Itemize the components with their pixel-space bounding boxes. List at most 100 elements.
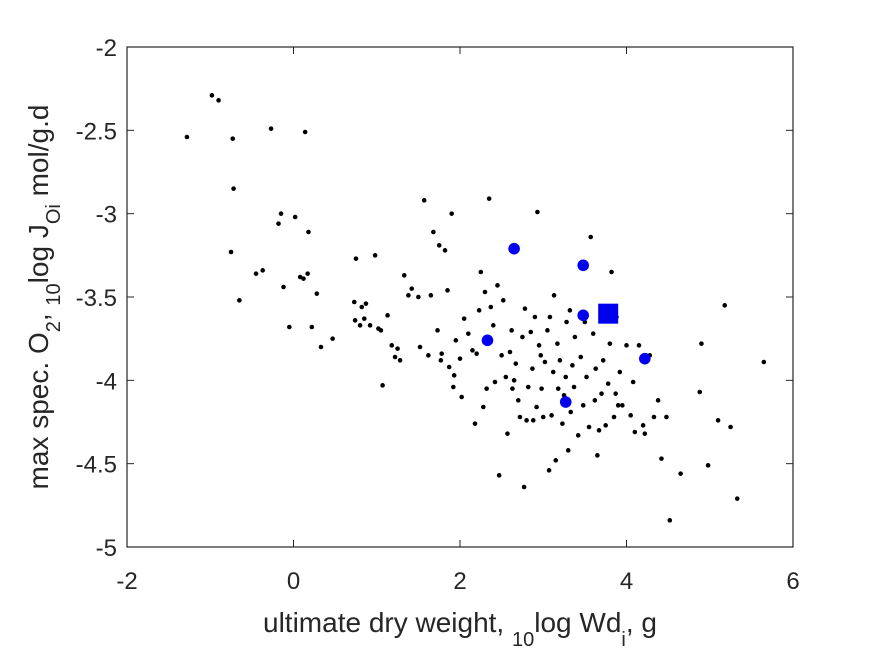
data-point	[528, 329, 534, 335]
data-point	[761, 359, 767, 365]
x-tick-label: 2	[453, 568, 466, 595]
data-point	[586, 424, 592, 430]
data-point	[505, 431, 510, 436]
y-tick-label: -3.5	[76, 285, 117, 312]
plot-background	[127, 47, 793, 547]
data-point	[524, 418, 529, 423]
data-point	[630, 379, 636, 385]
ticks-layer: -2 0 2 4 6 -5 -4.5 -4 -3.5 -3 -2.5 -2	[76, 35, 800, 595]
data-point	[278, 211, 284, 216]
data-point	[535, 209, 540, 215]
data-point	[568, 409, 574, 415]
data-point	[260, 268, 265, 273]
data-point	[361, 316, 367, 321]
data-point	[457, 356, 463, 361]
y-tick-label: -2	[96, 35, 117, 62]
data-point	[611, 414, 617, 420]
data-point	[401, 273, 407, 278]
data-point	[439, 351, 444, 356]
data-point	[734, 496, 740, 501]
data-point	[446, 364, 452, 370]
data-point	[482, 289, 488, 295]
data-point	[655, 398, 661, 403]
y-tick-label: -3	[96, 202, 117, 229]
highlight-point	[481, 334, 494, 347]
data-point	[306, 229, 311, 235]
data-point	[461, 316, 467, 321]
highlight-point	[639, 352, 651, 365]
data-point	[575, 433, 581, 438]
data-point	[642, 431, 648, 436]
data-point	[555, 341, 560, 346]
y-tick-label: -5	[96, 535, 117, 562]
data-point	[209, 93, 215, 98]
data-point	[557, 358, 563, 363]
data-point	[517, 414, 523, 420]
data-point	[728, 424, 733, 430]
data-point	[385, 313, 390, 318]
data-point	[503, 374, 509, 380]
data-point	[363, 301, 369, 306]
data-point	[571, 384, 577, 390]
data-point	[596, 428, 602, 433]
data-point	[532, 314, 538, 320]
data-point	[609, 269, 614, 275]
y-tick-label: -4.5	[76, 452, 117, 479]
data-point	[389, 343, 395, 348]
data-point	[435, 328, 440, 333]
data-point	[459, 394, 464, 400]
data-point	[421, 198, 427, 203]
data-point	[442, 248, 448, 253]
data-point	[353, 256, 359, 261]
data-point	[417, 344, 423, 350]
data-point	[555, 386, 561, 391]
data-point	[318, 344, 324, 350]
data-point	[565, 448, 571, 453]
data-point	[499, 353, 504, 358]
data-point	[536, 343, 542, 348]
data-point	[268, 126, 274, 131]
data-point	[605, 381, 611, 386]
data-point	[287, 324, 292, 330]
data-point	[330, 336, 335, 341]
highlight-point	[577, 259, 590, 272]
data-point	[406, 293, 411, 298]
data-point	[495, 283, 500, 288]
data-point	[301, 276, 306, 281]
data-point	[697, 389, 703, 395]
data-point	[699, 341, 704, 346]
data-point	[492, 379, 498, 385]
data-point	[292, 214, 298, 220]
data-point	[615, 403, 621, 408]
data-point	[607, 341, 613, 346]
data-point	[599, 391, 604, 396]
data-point	[309, 324, 315, 330]
data-point	[678, 471, 683, 476]
data-point	[659, 456, 664, 461]
data-point	[476, 308, 482, 313]
points-layer	[184, 93, 767, 523]
data-point	[664, 414, 669, 420]
data-point	[603, 423, 608, 428]
x-tick-label: 4	[620, 568, 633, 595]
data-point	[547, 314, 553, 320]
y-tick-label: -4	[96, 368, 117, 395]
data-point	[534, 404, 539, 410]
data-point	[667, 518, 673, 523]
data-point	[276, 221, 281, 226]
data-point	[237, 298, 242, 303]
data-point	[539, 386, 544, 391]
data-point	[474, 351, 479, 356]
data-point	[540, 414, 546, 420]
data-point	[522, 306, 528, 311]
data-point	[445, 288, 450, 293]
data-point	[409, 286, 415, 291]
data-point	[500, 298, 506, 303]
data-point	[395, 346, 400, 351]
x-tick-label: -2	[116, 568, 137, 595]
data-point	[538, 353, 544, 358]
data-point	[595, 453, 600, 458]
data-point	[640, 423, 646, 428]
data-point	[572, 334, 578, 340]
data-point	[584, 374, 589, 380]
